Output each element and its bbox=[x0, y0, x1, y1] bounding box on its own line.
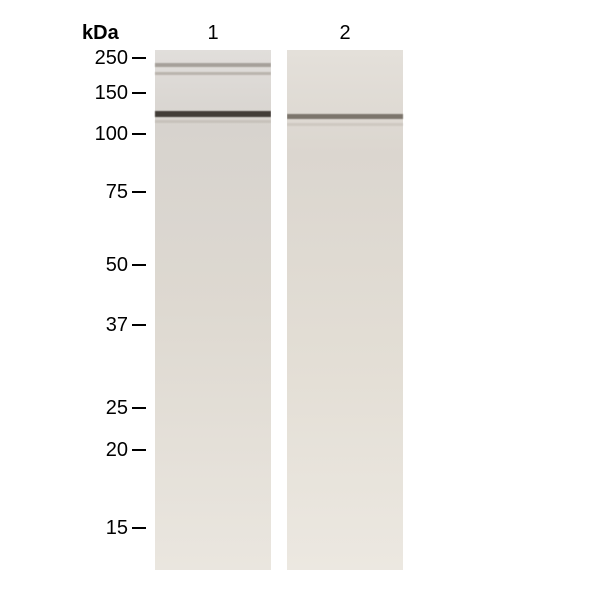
mw-label-25: 25 bbox=[68, 397, 128, 420]
band-lane1-2 bbox=[155, 72, 271, 75]
lane-label-2: 2 bbox=[335, 22, 355, 45]
mw-tick-20 bbox=[132, 449, 146, 451]
band-lane1-4 bbox=[155, 120, 271, 123]
axis-title-kda: kDa bbox=[82, 22, 119, 45]
mw-label-37: 37 bbox=[68, 314, 128, 337]
mw-label-100: 100 bbox=[68, 123, 128, 146]
band-lane1-3 bbox=[155, 111, 271, 117]
blot-lane-2 bbox=[287, 50, 403, 570]
mw-tick-150 bbox=[132, 92, 146, 94]
blot-lane-1 bbox=[155, 50, 271, 570]
mw-tick-75 bbox=[132, 191, 146, 193]
band-lane2-2 bbox=[287, 123, 403, 126]
mw-tick-15 bbox=[132, 527, 146, 529]
mw-label-50: 50 bbox=[68, 254, 128, 277]
band-lane2-1 bbox=[287, 114, 403, 119]
mw-tick-25 bbox=[132, 407, 146, 409]
mw-tick-250 bbox=[132, 57, 146, 59]
band-lane1-1 bbox=[155, 63, 271, 67]
mw-label-20: 20 bbox=[68, 439, 128, 462]
mw-label-75: 75 bbox=[68, 181, 128, 204]
mw-label-250: 250 bbox=[68, 47, 128, 70]
blot-figure: kDa 1 2 250 150 100 75 50 37 25 20 15 bbox=[0, 0, 600, 600]
lane-gap bbox=[271, 50, 287, 570]
mw-label-150: 150 bbox=[68, 82, 128, 105]
mw-tick-100 bbox=[132, 133, 146, 135]
mw-tick-37 bbox=[132, 324, 146, 326]
mw-tick-50 bbox=[132, 264, 146, 266]
lane-label-1: 1 bbox=[203, 22, 223, 45]
mw-label-15: 15 bbox=[68, 517, 128, 540]
